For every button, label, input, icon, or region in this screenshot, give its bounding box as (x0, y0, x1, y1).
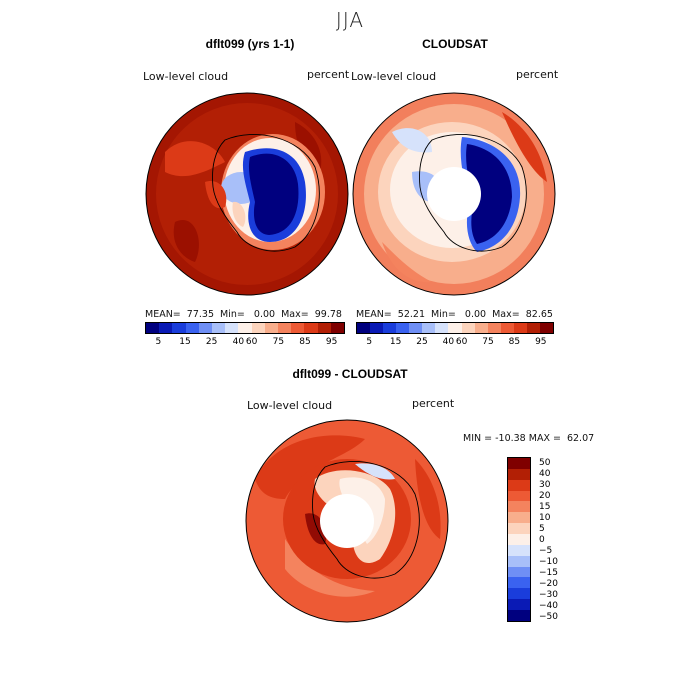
colorbar-swatch (508, 501, 530, 513)
colorbar-swatch (225, 323, 239, 333)
colorbar-swatch (508, 534, 530, 545)
colorbar-tick-label: 30 (539, 479, 551, 490)
colorbar-tick-label: −15 (539, 567, 558, 578)
colorbar-swatch (304, 323, 318, 333)
colorbar-swatch (487, 323, 501, 333)
colorbar-swatch (526, 323, 540, 333)
colorbar-swatch (513, 323, 527, 333)
colorbar-swatch (508, 610, 530, 621)
colorbar-tick-label: 75 (482, 337, 494, 347)
colorbar-tick-label: 40 (539, 468, 551, 479)
colorbar-swatch (396, 323, 410, 333)
obs-stats: MEAN= 52.21 Min= 0.00 Max= 82.65 (356, 309, 553, 320)
colorbar-tick-label: −10 (539, 556, 558, 567)
colorbar-swatch (278, 323, 292, 333)
model-colorbar (145, 322, 345, 334)
colorbar-swatch (146, 323, 160, 333)
colorbar-swatch (461, 323, 475, 333)
obs-panel-title: CLOUDSAT (422, 37, 488, 51)
colorbar-tick-label: 95 (535, 337, 547, 347)
colorbar-tick-label: 15 (389, 337, 402, 347)
colorbar-swatch (238, 323, 252, 333)
obs-field-label: Low-level cloud (351, 70, 437, 83)
colorbar-tick-label: 0 (539, 534, 545, 545)
colorbar-swatch (474, 323, 488, 333)
colorbar-tick-label: 5 (539, 523, 545, 534)
colorbar-swatch (508, 555, 530, 567)
colorbar-tick-label: 5 (155, 337, 162, 347)
diff-minmax: MIN = -10.38 MAX = 62.07 (463, 433, 595, 444)
colorbar-tick-label: 15 (179, 337, 191, 347)
colorbar-tick-label: 85 (299, 337, 311, 347)
colorbar-swatch (264, 323, 279, 333)
colorbar-swatch (317, 323, 331, 333)
colorbar-tick-label: 25 (205, 337, 218, 347)
colorbar-swatch (508, 577, 530, 589)
colorbar-tick-label: 25 (416, 337, 428, 347)
colorbar-swatch (422, 323, 436, 333)
obs-colorbar (356, 322, 554, 334)
colorbar-tick-label: 60 (455, 337, 468, 347)
model-polar-map (145, 92, 349, 296)
colorbar-swatch (198, 323, 213, 333)
colorbar-tick-label: 50 (539, 457, 551, 468)
colorbar-tick-label: 10 (539, 512, 551, 523)
colorbar-tick-label: 15 (539, 501, 551, 512)
obs-polar-map (352, 92, 556, 296)
colorbar-swatch (508, 468, 530, 480)
colorbar-swatch (330, 323, 345, 333)
diff-colorbar-ticks: 50 40 30 20 15 10 5 0 −5 −10 −15 −20 −30 −40 −50 (539, 457, 569, 622)
obs-unit-label: percent (516, 68, 559, 81)
model-field-label: Low-level cloud (143, 70, 229, 83)
colorbar-swatch (172, 323, 186, 333)
colorbar-tick-label: 20 (539, 490, 551, 501)
colorbar-swatch (370, 323, 384, 333)
colorbar-tick-label: −50 (539, 611, 558, 622)
colorbar-swatch (508, 490, 530, 502)
model-panel-title: dflt099 (yrs 1-1) (205, 37, 295, 51)
colorbar-swatch (383, 323, 397, 333)
model-unit-label: percent (307, 68, 350, 81)
colorbar-swatch (508, 523, 530, 535)
colorbar-tick-label: 95 (325, 337, 338, 347)
colorbar-swatch (539, 323, 553, 333)
colorbar-tick-label: 40 (442, 337, 455, 347)
colorbar-tick-label: −5 (539, 545, 553, 556)
colorbar-tick-label: 40 (232, 337, 245, 347)
colorbar-swatch (508, 599, 530, 611)
colorbar-swatch (435, 323, 449, 333)
colorbar-swatch (508, 566, 530, 578)
colorbar-tick-label: 85 (508, 337, 521, 347)
colorbar-tick-label: 75 (272, 337, 285, 347)
diff-panel-title: dflt099 - CLOUDSAT (292, 367, 408, 381)
colorbar-swatch (508, 458, 530, 469)
colorbar-swatch (508, 512, 530, 524)
model-colorbar-ticks: 5 15 25 40 60 75 85 95 (145, 337, 345, 349)
colorbar-swatch (357, 323, 371, 333)
colorbar-swatch (500, 323, 514, 333)
obs-colorbar-ticks: 5 15 25 40 60 75 85 95 (356, 337, 554, 349)
colorbar-swatch (185, 323, 199, 333)
colorbar-tick-label: 5 (366, 337, 373, 347)
colorbar-swatch (508, 479, 530, 491)
colorbar-tick-label: 60 (245, 337, 258, 347)
diff-polar-map (245, 419, 449, 623)
colorbar-swatch (291, 323, 305, 333)
colorbar-swatch (212, 323, 226, 333)
colorbar-swatch (508, 544, 530, 556)
colorbar-swatch (159, 323, 173, 333)
model-stats: MEAN= 77.35 Min= 0.00 Max= 99.78 (145, 309, 342, 320)
diff-unit-label: percent (412, 397, 455, 410)
colorbar-tick-label: −30 (539, 589, 558, 600)
colorbar-swatch (508, 588, 530, 600)
colorbar-swatch (448, 323, 462, 333)
colorbar-swatch (251, 323, 265, 333)
diff-colorbar (507, 457, 531, 622)
colorbar-swatch (409, 323, 423, 333)
colorbar-tick-label: −20 (539, 578, 558, 589)
season-title: JJA (335, 8, 365, 32)
colorbar-tick-label: −40 (539, 600, 558, 611)
diff-field-label: Low-level cloud (247, 399, 333, 412)
